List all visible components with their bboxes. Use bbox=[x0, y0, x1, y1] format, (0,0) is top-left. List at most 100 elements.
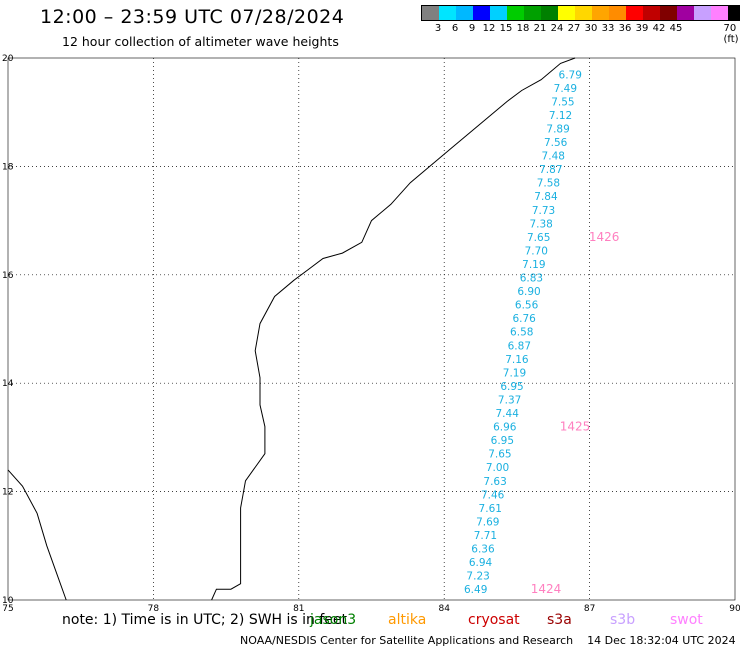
x-tick-label: 78 bbox=[148, 604, 160, 614]
x-tick-label: 90 bbox=[729, 604, 740, 614]
y-tick-label: 20 bbox=[2, 54, 14, 64]
y-tick-label: 12 bbox=[2, 488, 13, 498]
coastline-west bbox=[7, 469, 67, 601]
wave-height-value: 7.65 bbox=[527, 232, 550, 244]
wave-height-value: 7.19 bbox=[503, 367, 526, 379]
legend-swatch bbox=[575, 6, 592, 20]
wave-height-value: 7.61 bbox=[479, 503, 502, 515]
wave-height-value: 7.48 bbox=[542, 151, 565, 163]
legend-swatch bbox=[439, 6, 456, 20]
time-label: 1425 bbox=[560, 420, 591, 434]
legend-label: 6 bbox=[451, 23, 459, 34]
legend-label: 15 bbox=[499, 23, 513, 34]
y-tick-label: 18 bbox=[2, 162, 14, 172]
legend-label: 36 bbox=[618, 23, 632, 34]
wave-height-value: 6.79 bbox=[559, 69, 582, 81]
wave-height-value: 6.87 bbox=[508, 340, 531, 352]
legend-swatch bbox=[490, 6, 507, 20]
wave-height-value: 6.76 bbox=[512, 313, 536, 325]
legend-swatch bbox=[422, 6, 439, 20]
wave-height-value: 7.71 bbox=[474, 530, 497, 542]
legend-label: 3 bbox=[434, 23, 442, 34]
wave-height-value: 6.94 bbox=[469, 557, 493, 569]
wave-height-value: 7.58 bbox=[537, 178, 560, 190]
plot-frame bbox=[7, 57, 736, 601]
wave-height-value: 7.87 bbox=[539, 164, 562, 176]
wave-height-value: 7.37 bbox=[498, 394, 521, 406]
legend-label: 33 bbox=[601, 23, 615, 34]
x-tick-label: 87 bbox=[584, 604, 595, 614]
wave-height-value: 7.63 bbox=[483, 476, 506, 488]
satellite-label-jason3: jason3 bbox=[310, 612, 357, 628]
wave-height-value: 7.12 bbox=[549, 110, 572, 122]
wave-height-value: 7.23 bbox=[466, 571, 489, 583]
time-label: 1424 bbox=[531, 582, 562, 596]
legend-labels: 3 6 9 12 15 18 21 24 27 30 33 36 39 42 45 70 (ft) bbox=[421, 21, 740, 45]
legend-swatch bbox=[728, 6, 740, 20]
y-tick-label: 10 bbox=[2, 596, 14, 606]
legend-swatch bbox=[524, 6, 541, 20]
satellite-label-s3a: s3a bbox=[547, 612, 572, 628]
wave-height-value: 6.95 bbox=[491, 435, 514, 447]
x-tick-label: 75 bbox=[2, 604, 13, 614]
legend-swatch bbox=[473, 6, 490, 20]
satellite-label-swot: swot bbox=[670, 612, 703, 628]
legend-swatch bbox=[711, 6, 728, 20]
time-label: 1426 bbox=[589, 230, 620, 244]
wave-height-value: 6.90 bbox=[517, 286, 540, 298]
legend-label: 24 bbox=[550, 23, 564, 34]
legend-swatch bbox=[694, 6, 711, 20]
wave-height-value: 6.83 bbox=[520, 273, 543, 285]
credit-line: NOAA/NESDIS Center for Satellite Applica… bbox=[240, 634, 736, 647]
legend-label: 27 bbox=[567, 23, 581, 34]
satellite-label-s3b: s3b bbox=[610, 612, 636, 628]
legend-swatch bbox=[660, 6, 677, 20]
wave-height-value: 7.00 bbox=[486, 462, 509, 474]
wave-height-value: 7.55 bbox=[551, 96, 574, 108]
wave-height-value: 7.19 bbox=[522, 259, 545, 271]
legend-label: 12 bbox=[482, 23, 496, 34]
wave-height-value: 6.96 bbox=[493, 422, 517, 434]
legend-label: 42 bbox=[652, 23, 666, 34]
y-tick-label: 14 bbox=[2, 379, 14, 389]
legend-label: 39 bbox=[635, 23, 649, 34]
x-tick-label: 81 bbox=[293, 604, 304, 614]
wave-height-value: 7.84 bbox=[534, 191, 558, 203]
wave-height-value: 6.95 bbox=[500, 381, 523, 393]
legend-swatch bbox=[643, 6, 660, 20]
wave-height-value: 7.73 bbox=[532, 205, 555, 217]
legend-swatch bbox=[677, 6, 694, 20]
wave-height-value: 7.16 bbox=[505, 354, 529, 366]
legend-swatch bbox=[456, 6, 473, 20]
legend-label: 21 bbox=[533, 23, 547, 34]
wave-height-value: 7.65 bbox=[488, 449, 511, 461]
legend-swatch bbox=[541, 6, 558, 20]
color-legend: 3 6 9 12 15 18 21 24 27 30 33 36 39 42 45 70 (ft) bbox=[421, 5, 740, 45]
note-text: note: 1) Time is in UTC; 2) SWH is in fe… bbox=[62, 612, 348, 628]
coastline-east bbox=[211, 57, 576, 601]
legend-swatch bbox=[626, 6, 643, 20]
x-tick-label: 84 bbox=[438, 604, 450, 614]
wave-height-value: 6.49 bbox=[464, 584, 487, 596]
legend-swatch bbox=[592, 6, 609, 20]
y-tick-label: 16 bbox=[2, 271, 14, 281]
legend-swatch bbox=[507, 6, 524, 20]
chart-subtitle: 12 hour collection of altimeter wave hei… bbox=[62, 34, 339, 49]
legend-label: 30 bbox=[584, 23, 598, 34]
wave-height-value: 6.56 bbox=[515, 300, 539, 312]
wave-height-value: 7.46 bbox=[481, 489, 505, 501]
wave-height-value: 7.70 bbox=[525, 245, 548, 257]
wave-height-value: 7.69 bbox=[476, 516, 499, 528]
wave-height-value: 7.56 bbox=[544, 137, 568, 149]
legend-label: 18 bbox=[516, 23, 530, 34]
legend-label: 70 (ft) bbox=[723, 23, 739, 45]
chart-title: 12:00 – 23:59 UTC 07/28/2024 bbox=[40, 6, 345, 28]
legend-color-bar bbox=[421, 5, 740, 21]
wave-height-value: 6.58 bbox=[510, 327, 533, 339]
satellite-label-altika: altika bbox=[388, 612, 427, 628]
satellite-label-cryosat: cryosat bbox=[468, 612, 520, 628]
legend-label: 9 bbox=[468, 23, 476, 34]
wave-height-value: 6.36 bbox=[471, 544, 495, 556]
wave-height-value: 7.38 bbox=[529, 218, 552, 230]
